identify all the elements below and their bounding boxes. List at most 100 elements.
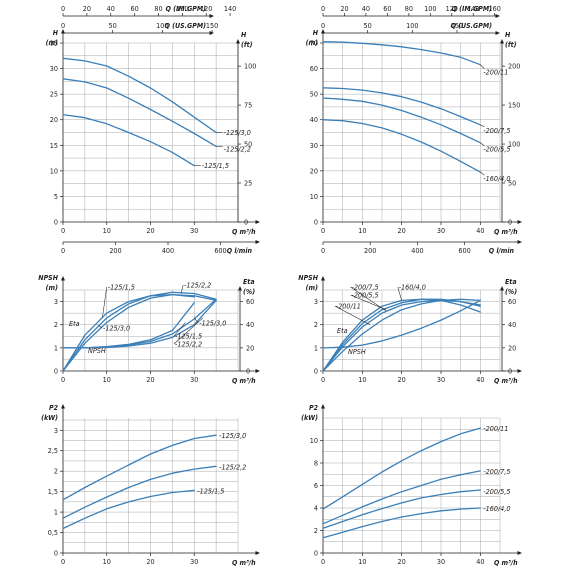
x-tick-label: 30 (190, 557, 198, 566)
leader (173, 322, 186, 337)
curve--200/7,5 (322, 87, 481, 126)
curve-label-0: -200/11 (483, 424, 508, 433)
right-axis-eta-label: 60 (508, 297, 516, 306)
y-tick-label: 2 (54, 320, 58, 329)
leader (480, 64, 485, 69)
curve-label-125-1: -125/1,5 (202, 161, 229, 170)
y-axis-unit-kw: (kW) (41, 414, 58, 422)
leader (397, 286, 402, 301)
right-axis-eta-label: 40 (508, 320, 516, 329)
y-tick-label: 8 (314, 459, 318, 468)
y-tick-label: 10 (50, 166, 58, 175)
y-tick-label: 6 (314, 481, 318, 490)
right-axis-ft-label: 25 (244, 179, 252, 188)
y-tick-label: 0 (314, 549, 318, 558)
right-axis-eta-label: 20 (246, 343, 254, 352)
y-axis-unit-npsh: NPSH (298, 274, 318, 282)
y-tick-label: 25 (50, 90, 58, 99)
y-tick-label: 10 (310, 192, 318, 201)
eta-curve--200/5,5 (322, 298, 481, 372)
leader (173, 317, 204, 345)
top-axis-imgpm-label: 0 (321, 4, 325, 13)
npsh-text: NPSH (348, 347, 366, 356)
top-axis-imgpm-label: 20 (83, 4, 91, 13)
y-tick-label: 2 (314, 320, 318, 329)
y-axis-unit-p2: P2 (309, 404, 319, 412)
label-eta-125-3: -125/3,0 (103, 324, 130, 333)
top-axis-imgpm-label: 140 (467, 4, 479, 13)
top-axis-imgpm-label: 100 (424, 4, 436, 13)
curve--200/7,5 (322, 470, 481, 525)
y-tick-label: 0 (314, 367, 318, 376)
y-axis-unit-kw: (kW) (301, 414, 318, 422)
y-tick-label: 1 (314, 343, 318, 352)
npsh-curve-NPSH (322, 299, 481, 349)
x-axis-arrow (517, 551, 522, 555)
y-tick-label: 30 (50, 64, 58, 73)
x-tick-label: 40 (476, 557, 484, 566)
label-eta-125-1: -125/1,5 (108, 283, 135, 292)
eta-curve--125/3,0 (62, 293, 217, 372)
y-axis-arrow (321, 404, 325, 409)
leader (480, 171, 485, 176)
right-axis-eta-arrow (238, 286, 242, 291)
y-tick-label: 2 (54, 467, 58, 476)
bottom-axis-lmin-label: 600 (458, 246, 470, 255)
curve-label-3: -160/4,0 (483, 174, 510, 183)
x-tick-label: 40 (476, 226, 484, 235)
x-tick-label: 0 (61, 375, 65, 384)
y-tick-label: 0,5 (48, 528, 58, 537)
right-axis-ft-label: 50 (508, 179, 516, 188)
bottom-axis-lmin-label: 200 (109, 246, 121, 255)
y-tick-label: 4 (314, 504, 318, 513)
x-axis-unit: Q m³/h (232, 228, 256, 236)
top-axis-imgpm-label: 120 (200, 4, 212, 13)
right-axis-ft-label: 50 (244, 140, 252, 149)
bottom-axis-lmin-label: 0 (321, 246, 325, 255)
curve-label-2: -200/5,5 (483, 487, 510, 496)
curve--125/1,5 (62, 113, 195, 167)
right-axis-ft-unit: H (505, 31, 511, 39)
y-tick-label: 1 (54, 343, 58, 352)
top-axis-imgpm-label: 60 (130, 4, 138, 13)
eta-curve--200/11 (322, 298, 481, 372)
x-tick-label: 30 (190, 375, 198, 384)
y-tick-label: 2,5 (48, 446, 58, 455)
eta-curve--125/2,2 (62, 291, 217, 372)
x-axis-arrow (255, 369, 260, 373)
y-tick-label: 1,5 (48, 487, 58, 496)
right-axis-ft-label: 0 (244, 218, 248, 227)
top-axis-imgpm-arrow (209, 14, 214, 18)
right-axis-eta-unit-sub: (%) (505, 288, 517, 296)
label-npsh-125-1: -125/1,5 (175, 332, 202, 341)
top-axis-imgpm-label: 60 (383, 4, 391, 13)
y-axis-unit-h: H (53, 29, 59, 37)
bottom-axis-lmin-label: 400 (411, 246, 423, 255)
top-axis-imgpm-label: 40 (362, 4, 370, 13)
x-tick-label: 0 (321, 375, 325, 384)
y-tick-label: 0 (54, 367, 58, 376)
top-axis-imgpm-label: 40 (107, 4, 115, 13)
label-eta-160-4: -160/4,0 (399, 283, 426, 292)
npsh-text: NPSH (88, 346, 106, 355)
right-axis-ft-arrow (500, 39, 504, 44)
curve--200/11 (322, 41, 481, 66)
curve--200/11 (322, 427, 481, 510)
curve--160/4,0 (322, 119, 481, 173)
top-axis-imgpm-label: 120 (446, 4, 458, 13)
x-axis-unit: Q m³/h (494, 228, 518, 236)
bottom-axis-lmin-label: 200 (364, 246, 376, 255)
top-axis-usgpm-label: 0 (321, 21, 325, 30)
x-tick-label: 20 (398, 375, 406, 384)
label-eta-200-7: -200/7,5 (352, 283, 379, 292)
leader (194, 317, 199, 324)
x-axis-arrow (517, 220, 522, 224)
right-axis-eta-unit: Eta (243, 278, 255, 286)
top-axis-imgpm-label: 80 (405, 4, 413, 13)
top-axis-usgpm-unit: Q (US.GPM) (451, 22, 493, 30)
curve-label-125-3: -125/3,0 (224, 128, 251, 137)
curve-label-1: -200/7,5 (483, 467, 510, 476)
